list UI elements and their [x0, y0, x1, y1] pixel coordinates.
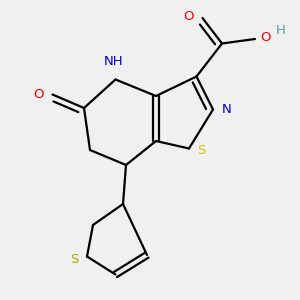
Text: O: O	[184, 10, 194, 23]
Text: S: S	[70, 253, 79, 266]
Text: N: N	[221, 103, 231, 116]
Text: O: O	[260, 31, 271, 44]
Text: NH: NH	[104, 55, 124, 68]
Text: S: S	[197, 143, 206, 157]
Text: O: O	[34, 88, 44, 101]
Text: H: H	[276, 24, 285, 37]
